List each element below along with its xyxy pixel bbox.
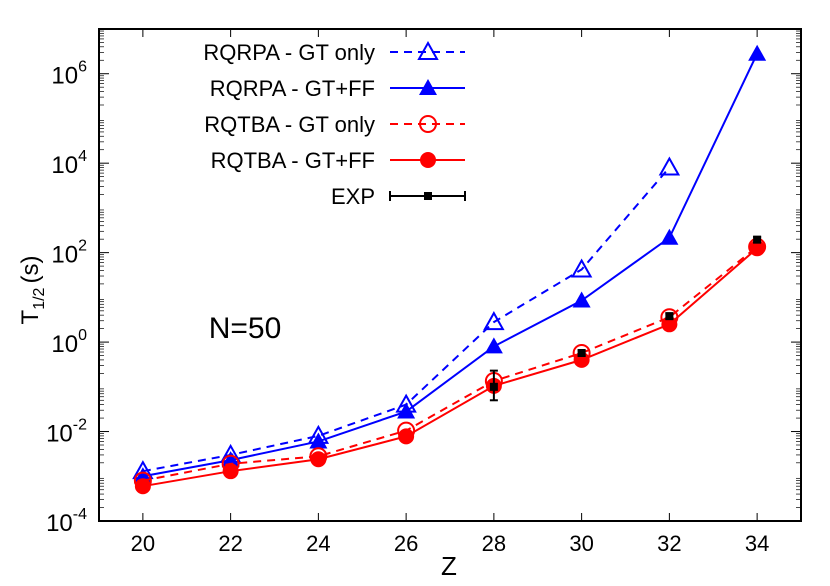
x-tick-label: 32 — [657, 531, 681, 556]
x-tick-label: 22 — [218, 531, 242, 556]
filled-triangle-marker — [572, 291, 591, 308]
series-line — [142, 53, 759, 478]
y-label-main: T — [17, 309, 44, 324]
legend: RQRPA - GT only RQRPA - GT+FF RQTBA - GT o… — [203, 40, 466, 209]
series-4 — [489, 235, 762, 402]
open-triangle-marker — [417, 40, 439, 60]
y-tick-label: 10-4 — [46, 506, 87, 537]
filled-triangle-marker — [660, 228, 679, 245]
y-tick-label: 106 — [51, 59, 87, 90]
y-tick-label: 100 — [51, 327, 87, 358]
y-tick-label: 104 — [51, 148, 87, 179]
filled-circle-marker — [749, 240, 766, 257]
exp-point-marker — [753, 235, 762, 244]
filled-circle-marker — [398, 428, 415, 445]
open-triangle-marker — [658, 156, 681, 176]
open-triangle-marker — [483, 311, 505, 331]
y-tick-label: 10-2 — [46, 417, 87, 448]
series-line — [142, 247, 758, 488]
x-tick-label: 30 — [569, 531, 593, 556]
axes: 20 22 24 26 28 30 32 34 10-4 10-2 100 102 104 106 — [46, 29, 801, 556]
legend-label: RQRPA - GT+FF — [210, 76, 375, 101]
exp-point-marker — [424, 192, 432, 200]
y-axis-label: T1/2 (s) — [17, 256, 48, 325]
filled-triangle-marker — [484, 337, 503, 354]
plot-frame — [98, 28, 802, 522]
x-axis-label: Z — [441, 551, 457, 581]
filled-triangle-marker — [419, 79, 437, 95]
filled-circle-marker — [310, 451, 327, 468]
filled-triangle-marker — [748, 44, 767, 61]
legend-label: RQTBA - GT only — [204, 112, 375, 137]
legend-label: EXP — [331, 184, 375, 209]
legend-label: RQRPA - GT only — [203, 40, 375, 65]
exp-point-marker — [577, 349, 586, 358]
x-tick-label: 24 — [306, 531, 330, 556]
annotation-n50: N=50 — [209, 312, 282, 345]
y-label-unit: (s) — [17, 256, 44, 284]
series-1 — [133, 44, 767, 484]
filled-triangle-marker — [397, 402, 416, 419]
exp-point-marker — [665, 312, 674, 321]
x-tick-label: 20 — [131, 531, 155, 556]
svg-text:T1/2(s): T1/2 (s) — [17, 256, 48, 325]
open-triangle-marker — [570, 258, 593, 278]
exp-point-marker — [489, 382, 498, 391]
filled-circle-marker — [420, 152, 436, 168]
y-label-sub: 1/2 — [31, 287, 48, 309]
legend-label: RQTBA - GT+FF — [211, 148, 375, 173]
series-2 — [133, 237, 767, 490]
series-line — [142, 246, 758, 482]
x-tick-label: 26 — [394, 531, 418, 556]
x-tick-label: 28 — [482, 531, 506, 556]
x-tick-label: 34 — [745, 531, 769, 556]
filled-circle-marker — [222, 463, 239, 480]
filled-circle-marker — [134, 478, 151, 495]
open-circle-marker — [419, 115, 437, 133]
filled-triangle-marker — [221, 451, 240, 468]
plot-marks — [132, 44, 767, 495]
y-tick-label: 102 — [51, 238, 87, 269]
filled-triangle-marker — [309, 432, 328, 449]
filled-circle-marker — [661, 316, 678, 333]
